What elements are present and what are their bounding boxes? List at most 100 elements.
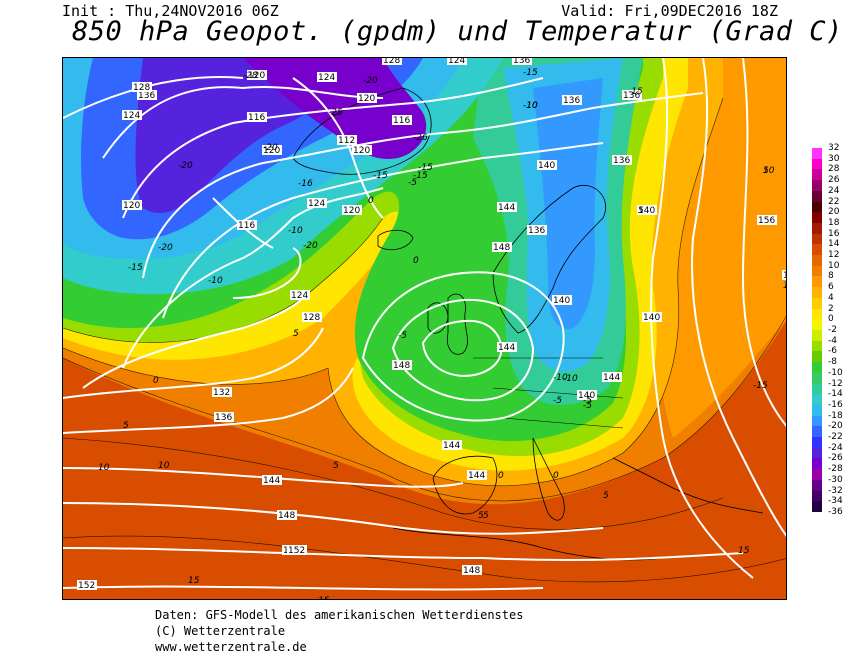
temperature-label: -5	[398, 331, 407, 341]
svg-text:140: 140	[553, 296, 570, 306]
temperature-label: -28	[243, 71, 258, 81]
geopotential-label: 120	[342, 205, 362, 216]
colorbar-label: -8	[828, 357, 837, 368]
colorbar-label: 6	[828, 282, 834, 293]
geopotential-label: 120	[247, 70, 267, 81]
temperature-label: -15	[418, 163, 433, 173]
svg-text:140: 140	[538, 161, 555, 171]
colorbar-label: -36	[828, 507, 843, 517]
temperature-label: -5	[553, 396, 562, 406]
geopotential-label: 152	[782, 270, 787, 281]
temperature-label: 0	[553, 471, 559, 481]
colorbar-label: 4	[828, 292, 834, 303]
weather-map: 120 124 116 120 112 116 124 120 136 128 136 124 120 1…	[62, 57, 787, 600]
map-title: 850 hPa Geopot. (gpdm) und Temperatur (G…	[72, 16, 843, 47]
colorbar-segment	[812, 490, 822, 502]
init-time-label: Init : Thu,24NOV2016 06Z	[62, 2, 279, 20]
colorbar-label: 22	[828, 196, 840, 207]
geopotential-label: 144	[262, 475, 282, 486]
svg-text:140: 140	[638, 206, 655, 216]
colorbar-label: 26	[828, 175, 840, 186]
colorbar-segment	[812, 415, 822, 427]
svg-text:128: 128	[133, 83, 150, 93]
temperature-label: -20	[158, 243, 173, 253]
footer-website: www.wetterzentrale.de	[155, 640, 307, 654]
temperature-colorbar	[812, 148, 822, 513]
svg-text:124: 124	[123, 111, 140, 121]
temperature-label: -10	[563, 374, 578, 384]
geopotential-label: 136	[562, 95, 582, 106]
svg-text:140: 140	[578, 391, 595, 401]
colorbar-segment	[812, 180, 822, 192]
colorbar-label: 16	[828, 228, 840, 239]
svg-text:156: 156	[758, 216, 775, 226]
temperature-label: -25	[328, 108, 343, 118]
geopotential-label: 144	[497, 342, 517, 353]
svg-text:152: 152	[783, 271, 787, 281]
colorbar-label: -24	[828, 442, 843, 453]
geopotential-label: 128	[382, 58, 402, 66]
colorbar-label: -10	[828, 367, 843, 378]
temperature-label: -5	[583, 401, 592, 411]
temperature-label: 10	[158, 461, 170, 471]
colorbar-segment	[812, 276, 822, 288]
colorbar-segment	[812, 351, 822, 363]
italy-coast	[532, 437, 565, 521]
temperature-label: 5	[333, 461, 339, 471]
geopotential-label: 140	[637, 205, 657, 216]
footer-copyright: (C) Wetterzentrale	[155, 624, 286, 638]
svg-text:144: 144	[498, 203, 515, 213]
colorbar-segment	[812, 404, 822, 417]
colorbar-segment	[812, 372, 822, 385]
colorbar-segment	[812, 148, 822, 160]
colorbar-label: 14	[828, 239, 840, 250]
svg-text:136: 136	[613, 156, 630, 166]
greenland-coast	[292, 87, 432, 175]
temperature-label: 0	[368, 196, 374, 206]
colorbar-label: 18	[828, 217, 840, 228]
colorbar-segment	[812, 501, 822, 513]
colorbar-label: 8	[828, 271, 834, 282]
colorbar-segment	[812, 447, 822, 459]
svg-text:124: 124	[308, 199, 325, 209]
svg-text:136: 136	[528, 226, 545, 236]
temperature-label: -26	[413, 133, 428, 143]
temperature-label: -15	[628, 87, 643, 97]
colorbar-segment	[812, 287, 822, 299]
geopotential-label: 124	[307, 198, 327, 209]
temperature-label: -5	[583, 396, 592, 406]
svg-text:132: 132	[213, 388, 230, 398]
svg-text:152: 152	[78, 581, 95, 591]
svg-text:136: 136	[138, 91, 155, 101]
geopotential-label: 116	[392, 115, 412, 126]
svg-text:152: 152	[288, 546, 305, 556]
temperature-isotherms	[63, 97, 786, 583]
svg-text:148: 148	[463, 566, 480, 576]
iceland-coast	[377, 229, 414, 251]
svg-text:116: 116	[393, 116, 410, 126]
geopotential-label: 140	[642, 312, 662, 323]
colorbar-segment	[812, 362, 822, 374]
colorbar-label: 20	[828, 207, 840, 218]
temperature-label: -10	[288, 226, 303, 236]
svg-text:124: 124	[318, 73, 335, 83]
geopotential-label: 116	[247, 112, 267, 123]
svg-text:124: 124	[448, 58, 465, 66]
colorbar-label: -30	[828, 474, 843, 485]
britain-coast	[446, 293, 468, 355]
colorbar-label: 30	[828, 153, 840, 164]
geopotential-label: 112	[337, 135, 357, 146]
geopotential-label: 144	[467, 470, 487, 481]
colorbar-segment	[812, 255, 822, 267]
colorbar-segment	[812, 233, 822, 245]
colorbar-label: -22	[828, 432, 843, 443]
temperature-label: -10	[208, 276, 223, 286]
temperature-label: -20	[303, 241, 318, 251]
temperature-labels-group: -28 -20-20-25-26-16-20-20-15-10-15-15-15-…	[98, 68, 787, 599]
svg-text:144: 144	[468, 471, 485, 481]
svg-text:140: 140	[643, 313, 660, 323]
temperature-label: 10	[783, 281, 787, 291]
temperature-label: 0	[498, 471, 504, 481]
colorbar-segment	[812, 469, 822, 481]
colorbar-label: -16	[828, 399, 843, 410]
